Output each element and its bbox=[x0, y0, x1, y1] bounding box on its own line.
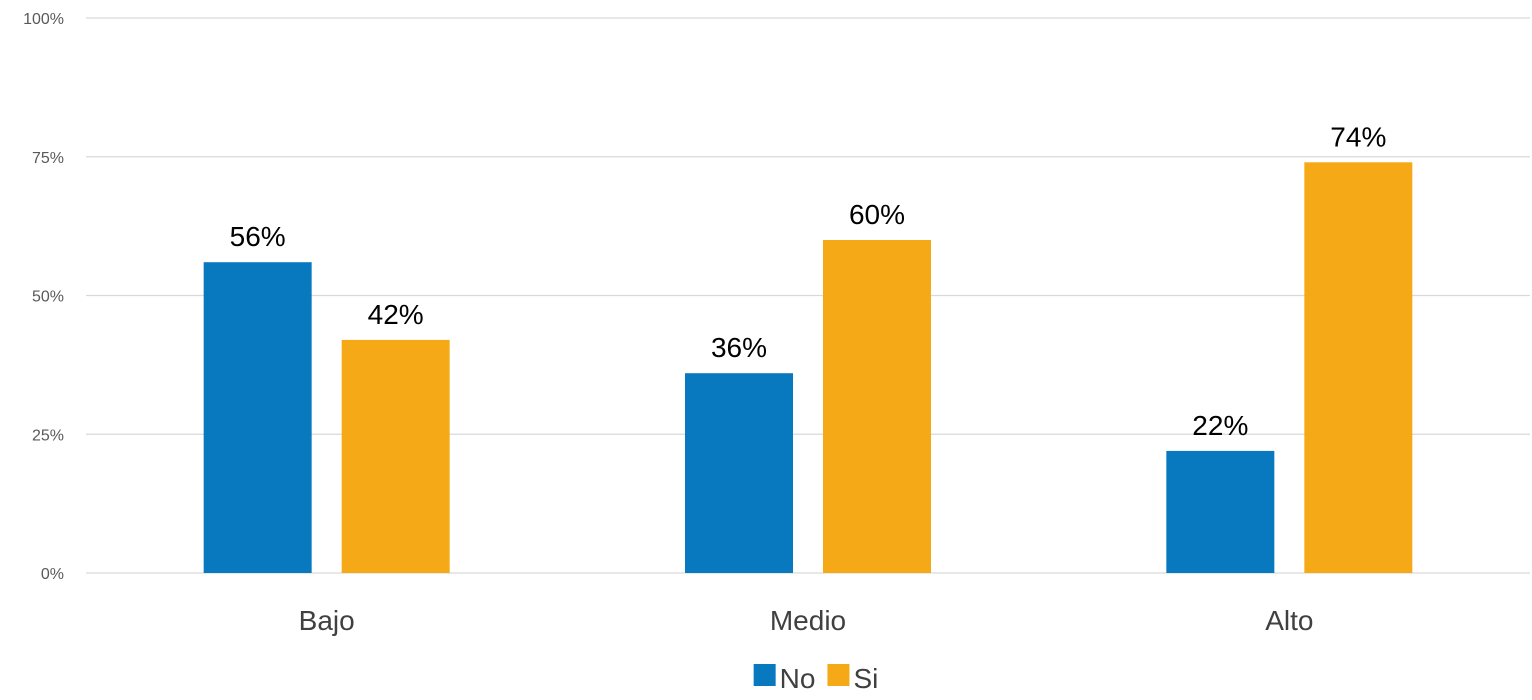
legend-label-no: No bbox=[780, 663, 816, 694]
legend-swatch-si bbox=[827, 664, 850, 686]
gridlines bbox=[86, 17, 1530, 574]
bar-no-medio bbox=[685, 373, 793, 573]
category-label-alto: Alto bbox=[1265, 605, 1313, 636]
legend-item-no: No bbox=[753, 663, 816, 694]
category-label-bajo: Bajo bbox=[299, 605, 355, 636]
data-label-si-alto: 74% bbox=[1330, 121, 1386, 152]
bar-si-bajo bbox=[341, 339, 450, 573]
data-label-no-medio: 36% bbox=[711, 332, 767, 363]
y-tick-label: 100% bbox=[23, 11, 64, 28]
bar-no-alto bbox=[1166, 450, 1275, 573]
bar-si-alto bbox=[1304, 162, 1413, 574]
y-tick-label: 0% bbox=[41, 566, 64, 583]
y-tick-label: 75% bbox=[32, 150, 64, 167]
bar-no-bajo bbox=[203, 262, 312, 573]
data-label-no-alto: 22% bbox=[1192, 410, 1248, 441]
legend-swatch-no bbox=[753, 664, 776, 686]
category-label-medio: Medio bbox=[770, 605, 846, 636]
y-axis-tick-labels: 0% 25% 50% 75% 100% bbox=[23, 11, 64, 583]
data-labels: 56% 42% 36% 60% 22% 74% bbox=[230, 121, 1387, 441]
legend-item-si: Si bbox=[827, 663, 878, 694]
bars bbox=[203, 162, 1413, 574]
y-tick-label: 50% bbox=[32, 289, 64, 306]
bar-si-medio bbox=[823, 240, 931, 573]
data-label-si-bajo: 42% bbox=[368, 299, 424, 330]
legend: No Si bbox=[753, 663, 878, 694]
data-label-no-bajo: 56% bbox=[230, 221, 286, 252]
category-labels: Bajo Medio Alto bbox=[299, 605, 1314, 636]
legend-label-si: Si bbox=[853, 663, 878, 694]
data-label-si-medio: 60% bbox=[849, 199, 905, 230]
y-tick-label: 25% bbox=[32, 427, 64, 444]
